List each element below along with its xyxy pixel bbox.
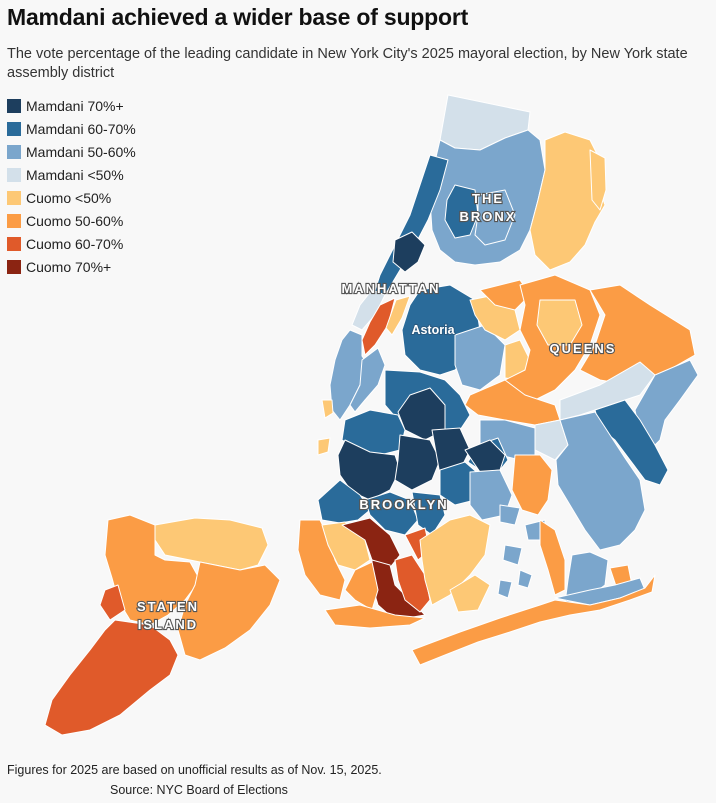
legend-item-mamdani-60-70: Mamdani 60-70% [7, 117, 136, 140]
district [351, 289, 386, 331]
brooklyn-districts [297, 369, 656, 666]
island [502, 544, 523, 566]
legend-swatch [7, 121, 21, 136]
district [511, 454, 553, 516]
legend-item-mamdani-lt50: Mamdani <50% [7, 163, 136, 186]
district [474, 189, 516, 246]
district [324, 604, 426, 629]
district [44, 619, 179, 736]
legend-label: Cuomo 50-60% [26, 212, 124, 229]
district [177, 561, 281, 661]
label-astoria: Astoria [411, 323, 455, 337]
chart-title: Mamdani achieved a wider base of support [7, 4, 469, 30]
district [479, 279, 531, 311]
legend-item-cuomo-50-60: Cuomo 50-60% [7, 209, 136, 232]
legend-item-cuomo-70: Cuomo 70%+ [7, 255, 136, 278]
district [394, 434, 441, 491]
district [329, 329, 369, 421]
legend: Mamdani 70%+ Mamdani 60-70% Mamdani 50-6… [7, 94, 136, 278]
district [464, 439, 506, 473]
label-brooklyn: BROOKLYN [359, 497, 448, 512]
island [497, 579, 513, 599]
district [104, 514, 201, 626]
legend-label: Mamdani 70%+ [26, 97, 124, 114]
bronx-districts [429, 94, 607, 271]
district [99, 584, 126, 621]
legend-swatch [7, 190, 21, 205]
label-island: ISLAND [138, 617, 198, 632]
island [499, 504, 521, 526]
label-bronx: BRONX [460, 209, 517, 224]
district [411, 574, 656, 666]
label-queens: QUEENS [550, 341, 617, 356]
district [394, 554, 431, 613]
legend-swatch [7, 167, 21, 182]
district [555, 411, 646, 551]
chart-subtitle: The vote percentage of the leading candi… [7, 46, 688, 81]
manhattan-districts [317, 154, 449, 456]
footnote: Figures for 2025 are based on unofficial… [7, 763, 382, 777]
island [517, 569, 533, 589]
legend-item-mamdani-70: Mamdani 70%+ [7, 94, 136, 117]
district [317, 479, 371, 524]
legend-swatch [7, 236, 21, 251]
legend-swatch [7, 98, 21, 113]
source-note: Source: NYC Board of Elections [110, 783, 288, 797]
legend-label: Cuomo 70%+ [26, 258, 112, 275]
island [539, 519, 566, 596]
staten-island-districts [44, 514, 281, 736]
label-manhattan: MANHATTAN [341, 281, 440, 296]
district [385, 295, 411, 336]
district [321, 399, 334, 419]
legend-label: Mamdani 60-70% [26, 120, 136, 137]
district [317, 437, 331, 456]
label-staten: STATEN [137, 599, 199, 614]
legend-label: Mamdani 50-60% [26, 143, 136, 160]
district [444, 184, 479, 239]
legend-swatch [7, 259, 21, 274]
district [154, 517, 269, 571]
district [364, 491, 419, 536]
legend-item-cuomo-60-70: Cuomo 60-70% [7, 232, 136, 255]
district [411, 491, 446, 536]
legend-label: Cuomo 60-70% [26, 235, 124, 252]
district [361, 297, 396, 356]
district [419, 514, 491, 606]
district [344, 561, 379, 611]
legend-item-cuomo-lt50: Cuomo <50% [7, 186, 136, 209]
district [392, 231, 426, 273]
district [341, 517, 401, 571]
legend-item-mamdani-50-60: Mamdani 50-60% [7, 140, 136, 163]
legend-swatch [7, 144, 21, 159]
label-the-bronx: THE [472, 191, 504, 206]
legend-label: Mamdani <50% [26, 166, 124, 183]
legend-label: Cuomo <50% [26, 189, 112, 206]
district [536, 299, 583, 346]
district [449, 574, 491, 613]
district [349, 347, 386, 413]
legend-swatch [7, 213, 21, 228]
district [589, 149, 607, 211]
queens-districts [401, 274, 699, 551]
district [529, 131, 606, 271]
